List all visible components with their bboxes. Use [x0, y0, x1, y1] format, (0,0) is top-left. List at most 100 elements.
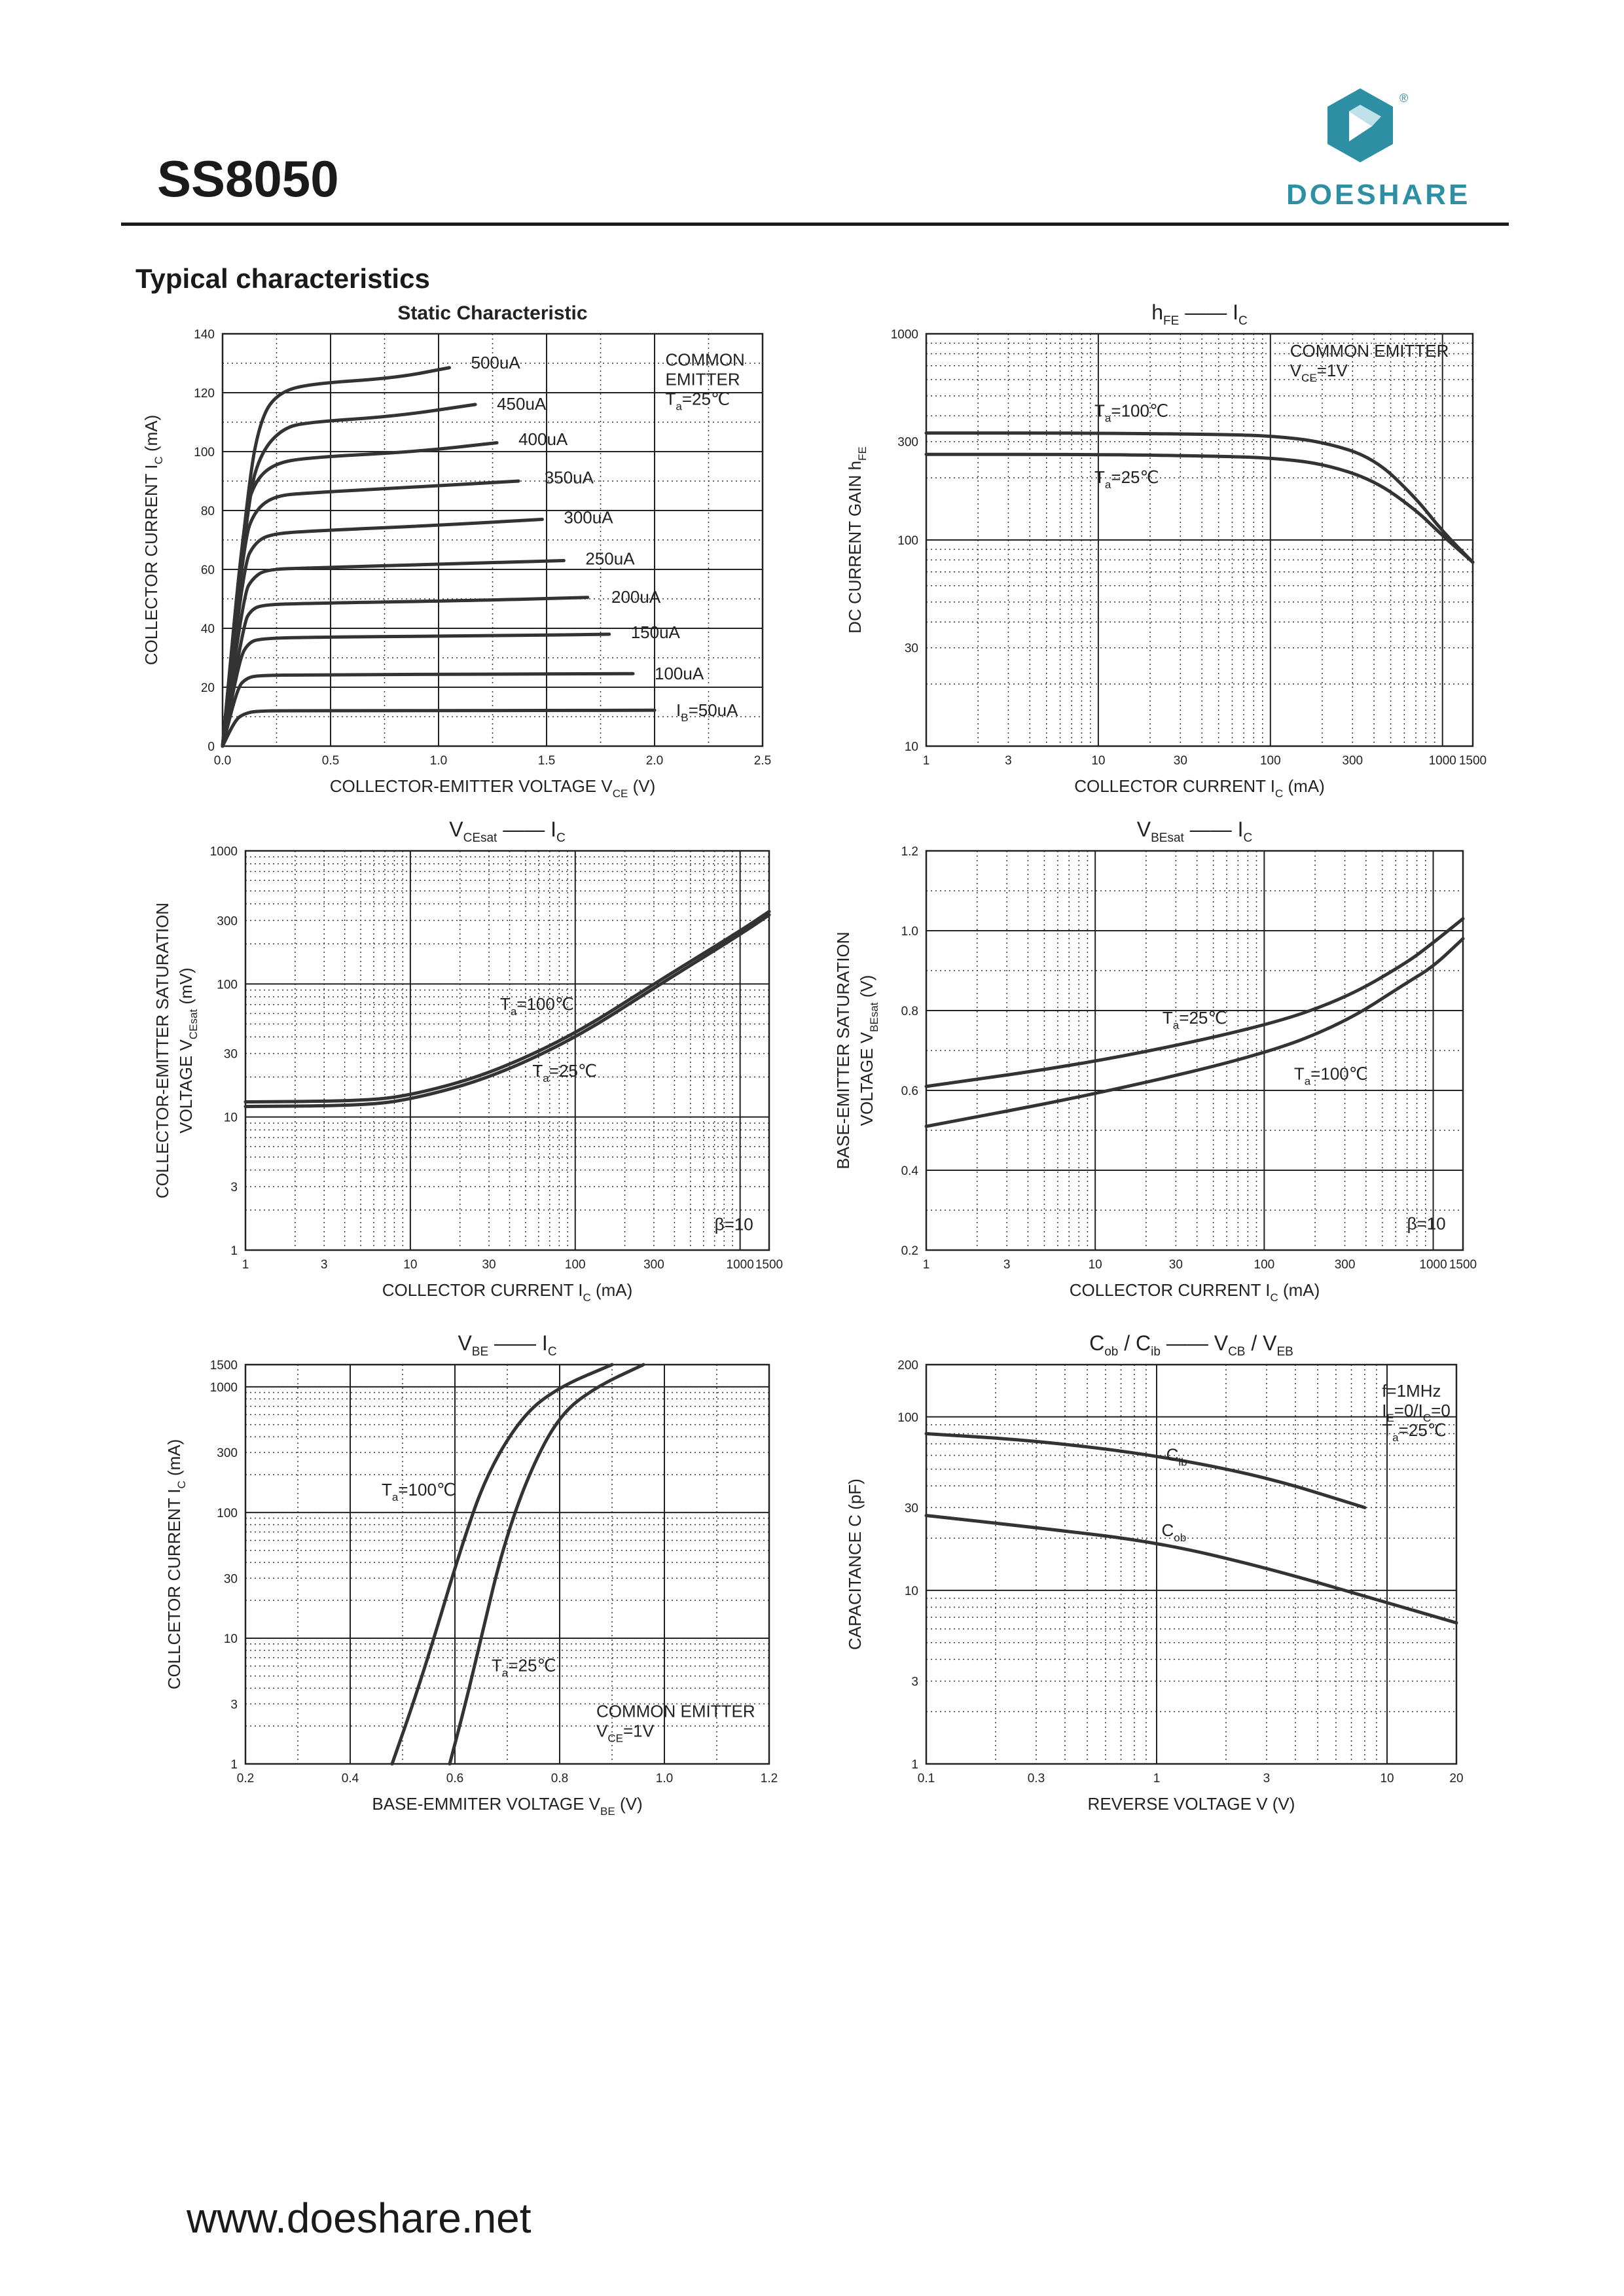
- y-tick-label: 200: [897, 1359, 918, 1372]
- x-tick-label: 10: [1089, 1258, 1102, 1272]
- chart-static: 0.0 0.5 1.0 1.5 2.0 2.5 0 20 40 60 80 100 120 140 Stat…: [141, 302, 771, 800]
- y-tick-label: 1000: [891, 328, 918, 342]
- series-label-Ta=100℃: Ta​=100℃: [1294, 1064, 1368, 1088]
- series-label-Cob: Cob​: [1161, 1520, 1186, 1544]
- y-tick-label: 0.4: [901, 1164, 919, 1178]
- y-tick-label: 0.2: [901, 1244, 918, 1258]
- header-rule: [121, 223, 1509, 226]
- y-tick-label: 300: [217, 914, 238, 928]
- x-tick-label: 1000: [1429, 754, 1456, 768]
- x-tick-label: 0.5: [322, 754, 339, 768]
- y-tick-label: 30: [224, 1048, 238, 1062]
- series-label-50uA: IB​=50uA: [676, 700, 738, 724]
- y-tick-label: 300: [217, 1446, 238, 1460]
- y-tick-label: 80: [201, 505, 215, 518]
- x-tick-label: 0.0: [214, 754, 231, 768]
- series-label-450uA: 450uA: [497, 394, 547, 414]
- chart-note: β=10: [1407, 1213, 1446, 1233]
- series-label-400uA: 400uA: [518, 429, 568, 449]
- logo-registered: ®: [1399, 92, 1408, 105]
- y-axis-label: COLLECTOR CURRENT IC​ (mA): [141, 415, 165, 666]
- series-line-Ta=100℃: [390, 1363, 614, 1766]
- footer-url[interactable]: www.doeshare.net: [187, 2195, 532, 2242]
- y-axis-label: COLLECTOR-EMITTER SATURATION: [153, 903, 172, 1198]
- x-tick-label: 30: [482, 1258, 496, 1272]
- x-tick-label: 30: [1174, 754, 1187, 768]
- x-tick-label: 1500: [1459, 754, 1487, 768]
- series-label-Ta=25℃: Ta​=25℃: [1163, 1008, 1227, 1031]
- y-tick-label: 1.0: [901, 925, 918, 939]
- series-line-Ta=25℃: [448, 1363, 645, 1766]
- series-line-350uA: [221, 479, 520, 748]
- series-label-Ta=100℃: Ta​=100℃: [1094, 401, 1168, 425]
- chart-note: VCE​=1V: [1290, 361, 1348, 384]
- series-label-350uA: 350uA: [545, 468, 594, 488]
- series-label-Cib: Cib​: [1166, 1445, 1187, 1469]
- brand-logo: ® DOESHARE: [1283, 85, 1506, 216]
- y-tick-label: 40: [201, 622, 215, 636]
- x-tick-label: 2.5: [754, 754, 771, 768]
- chart-note: COMMON EMITTER: [1290, 341, 1449, 361]
- y-axis-label: CAPACITANCE C (pF): [845, 1479, 865, 1650]
- series-line-500uA: [221, 366, 451, 748]
- series-line-Ta=25℃: [924, 452, 1475, 564]
- logo-icon: [1327, 88, 1393, 162]
- y-tick-label: 100: [217, 1507, 238, 1520]
- series-label-200uA: 200uA: [611, 587, 661, 607]
- series-label-Ta=25℃: Ta​=25℃: [532, 1061, 597, 1085]
- series-label-300uA: 300uA: [564, 507, 613, 527]
- section-title: Typical characteristics: [135, 263, 430, 294]
- plot-frame: [244, 1363, 770, 1765]
- y-tick-label: 100: [897, 1411, 918, 1425]
- x-tick-label: 1.0: [430, 754, 447, 768]
- x-tick-label: 300: [1342, 754, 1363, 768]
- series-line-150uA: [221, 632, 611, 748]
- x-axis-label: COLLECTOR CURRENT IC​ (mA): [382, 1280, 633, 1304]
- y-tick-label: 10: [224, 1632, 238, 1646]
- x-tick-label: 0.3: [1028, 1772, 1045, 1785]
- series-label-Ta=100℃: Ta​=100℃: [500, 994, 574, 1018]
- y-tick-label: 10: [224, 1111, 238, 1125]
- x-tick-label: 10: [403, 1258, 417, 1272]
- x-tick-label: 3: [1263, 1772, 1271, 1785]
- chart-title: VBEsat​ —— IC​: [1137, 817, 1252, 845]
- x-tick-label: 100: [1260, 754, 1281, 768]
- y-axis-label-2: VOLTAGE VBEsat​ (V): [857, 975, 880, 1126]
- x-axis-label: BASE-EMMITER VOLTAGE VBE​ (V): [372, 1794, 642, 1818]
- x-tick-label: 3: [321, 1258, 328, 1272]
- series-label-Ta=25℃: Ta​=25℃: [1094, 467, 1159, 491]
- y-tick-label: 1000: [210, 1381, 238, 1395]
- y-axis-label-2: VOLTAGE VCEsat​ (mV): [176, 967, 200, 1133]
- x-tick-label: 1000: [727, 1258, 754, 1272]
- plot-frame: [244, 850, 770, 1251]
- chart-title: Static Characteristic: [397, 302, 587, 324]
- chart-note: IE​=0/IC​=0: [1382, 1401, 1451, 1424]
- x-tick-label: 1: [242, 1258, 249, 1272]
- y-tick-label: 3: [230, 1181, 238, 1194]
- y-tick-label: 30: [224, 1572, 238, 1586]
- chart-note: Ta​=25℃: [1382, 1420, 1447, 1444]
- page-title: SS8050: [157, 150, 339, 207]
- x-tick-label: 300: [1335, 1258, 1356, 1272]
- x-tick-label: 30: [1169, 1258, 1183, 1272]
- chart-note: COMMON EMITTER: [596, 1701, 755, 1721]
- x-axis-label: COLLECTOR-EMITTER VOLTAGE VCE​ (V): [330, 776, 655, 800]
- plot-frame: [925, 850, 1464, 1251]
- y-tick-label: 100: [897, 534, 918, 548]
- y-tick-label: 100: [217, 978, 238, 992]
- y-tick-label: 20: [201, 681, 215, 695]
- series-line-Cib: [924, 1431, 1367, 1509]
- y-axis-label: DC CURRENT GAIN hFE​: [845, 446, 869, 634]
- y-tick-label: 10: [905, 1585, 918, 1598]
- y-tick-label: 1: [911, 1758, 918, 1772]
- y-tick-label: 10: [905, 740, 918, 754]
- chart-note: β=10: [715, 1214, 753, 1234]
- x-tick-label: 1: [923, 1258, 930, 1272]
- chart-title: hFE​ —— IC​: [1151, 300, 1247, 328]
- chart-note: EMITTER: [666, 370, 740, 389]
- x-axis-label: REVERSE VOLTAGE V (V): [1088, 1794, 1295, 1814]
- series-line-Ta=25℃: [924, 917, 1465, 1088]
- y-tick-label: 0: [208, 740, 215, 754]
